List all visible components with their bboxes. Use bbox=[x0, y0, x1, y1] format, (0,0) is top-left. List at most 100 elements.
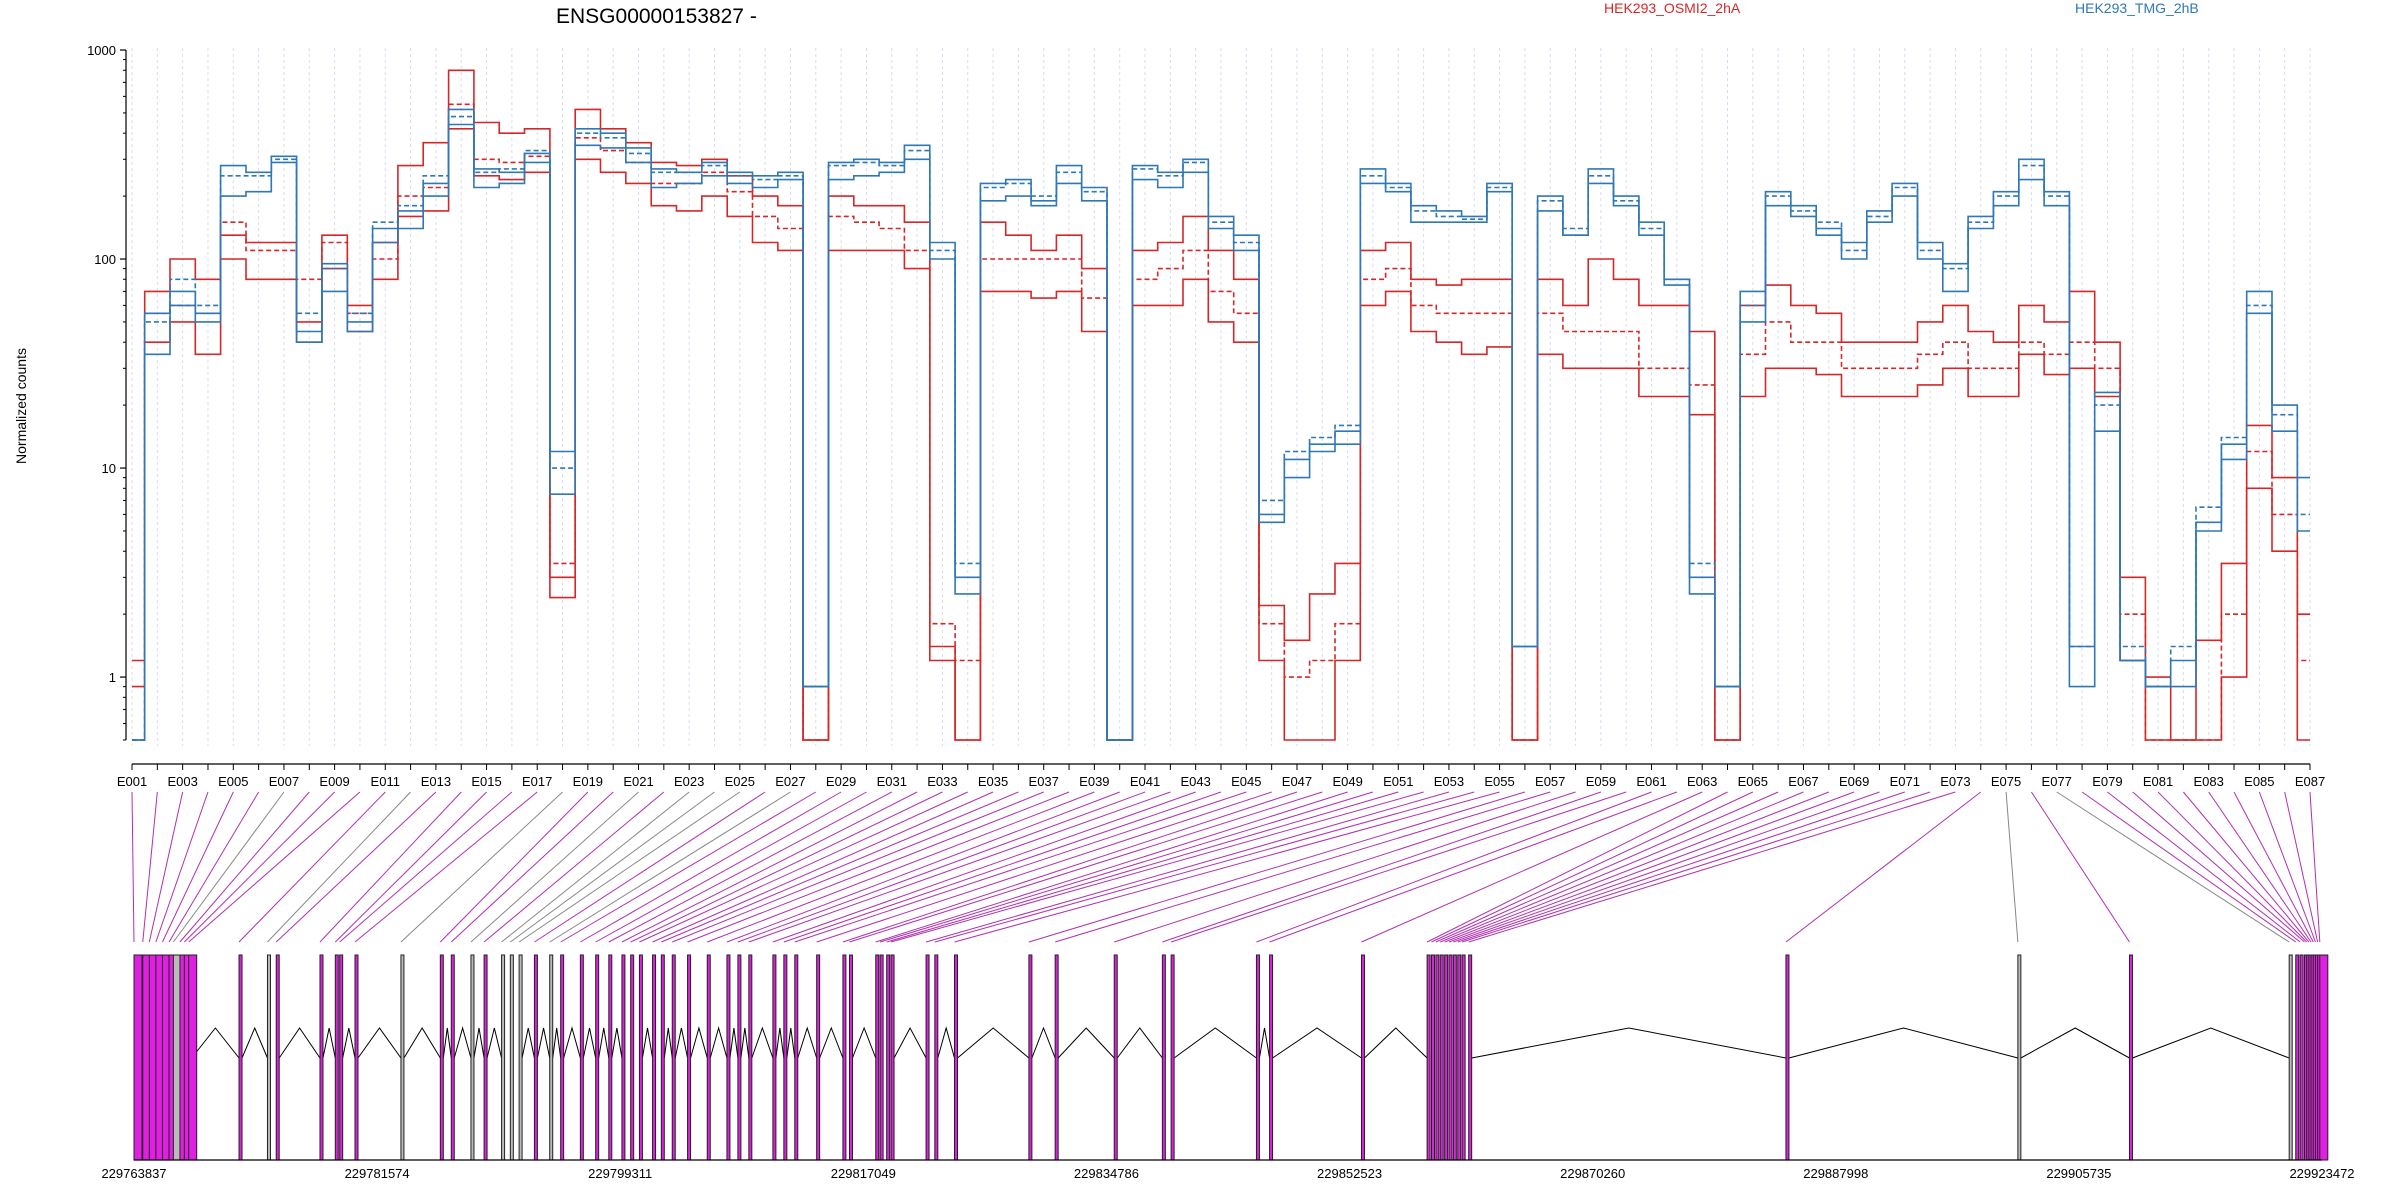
gene-model-layer: 229763837 229781574 229799311 229817049 2298… bbox=[101, 954, 2355, 1181]
intron-line bbox=[1272, 1027, 1362, 1059]
exon-box bbox=[595, 954, 600, 1161]
exon-connector-line bbox=[875, 791, 1348, 943]
exon-box bbox=[470, 954, 475, 1161]
intron-line bbox=[563, 1026, 581, 1059]
intron-line bbox=[1471, 1027, 1787, 1059]
intron-line bbox=[674, 1027, 689, 1059]
exon-connector-line bbox=[661, 791, 1019, 943]
exon-box bbox=[450, 954, 455, 1161]
exon-connector-line bbox=[1440, 791, 1804, 943]
intron-line bbox=[453, 1026, 472, 1059]
exon-connector-line bbox=[148, 791, 184, 943]
exon-connector-line bbox=[652, 791, 994, 943]
exon-connector-line bbox=[595, 791, 867, 943]
exon-tick-label: E063 bbox=[1687, 774, 1717, 789]
exon-tick-label: E021 bbox=[623, 774, 653, 789]
exon-box bbox=[925, 954, 930, 1161]
legend-entry-tmg: HEK293_TMG_2hB bbox=[2075, 0, 2199, 16]
exon-box bbox=[339, 954, 344, 1161]
axes-layer: 1 10 100 1000 E001 E003 E005 E007 E009 E011 E013 E0… bbox=[87, 43, 2325, 789]
exon-tick-label: E003 bbox=[167, 774, 197, 789]
intron-line bbox=[751, 1026, 774, 1059]
exon-box bbox=[483, 954, 488, 1161]
intron-line bbox=[852, 1026, 877, 1059]
exon-tick-label: E061 bbox=[1636, 774, 1666, 789]
exon-connector-line bbox=[1444, 791, 1829, 943]
exon-connector-line bbox=[275, 791, 437, 943]
exon-connector-line bbox=[354, 791, 538, 943]
intron-line bbox=[775, 1027, 785, 1059]
exon-box bbox=[1161, 954, 1166, 1161]
exon-box bbox=[737, 954, 742, 1161]
exon-box bbox=[1113, 954, 1118, 1161]
exon-connector-line bbox=[726, 791, 1120, 943]
exon-connector-line bbox=[2208, 791, 2312, 943]
exon-tick-label: E007 bbox=[269, 774, 299, 789]
exon-box bbox=[518, 954, 523, 1161]
intron-line bbox=[521, 1027, 535, 1059]
intron-line bbox=[709, 1026, 728, 1059]
exon-tick-label: E065 bbox=[1738, 774, 1768, 789]
exon-box bbox=[2128, 954, 2133, 1161]
exon-tick-label: E037 bbox=[1029, 774, 1059, 789]
exon-connector-line bbox=[534, 791, 766, 943]
exon-box bbox=[687, 954, 692, 1161]
exon-tick-label: E027 bbox=[775, 774, 805, 789]
intron-line bbox=[690, 1026, 708, 1059]
exon-box bbox=[266, 954, 271, 1161]
connector-layer bbox=[131, 791, 2321, 943]
exon-box bbox=[1269, 954, 1274, 1161]
exon-tick-label: E055 bbox=[1484, 774, 1514, 789]
exon-connector-line bbox=[2081, 791, 2297, 943]
exon-tick-label: E047 bbox=[1282, 774, 1312, 789]
exon-box bbox=[848, 954, 853, 1161]
exon-connector-line bbox=[934, 791, 1475, 943]
intron-line bbox=[357, 1027, 402, 1059]
exon-tick-label: E033 bbox=[927, 774, 957, 789]
exon-box bbox=[783, 954, 788, 1161]
exon-connector-line bbox=[2309, 791, 2321, 943]
intron-line bbox=[1258, 1027, 1271, 1059]
exon-connector-line bbox=[1461, 791, 1931, 943]
exon-tick-label: E039 bbox=[1079, 774, 1109, 789]
intron-line bbox=[473, 1027, 485, 1059]
exon-connector-line bbox=[1448, 791, 1855, 943]
exon-tick-label: E031 bbox=[877, 774, 907, 789]
genomic-axis-label: 229887998 bbox=[1803, 1166, 1868, 1181]
exon-box bbox=[1430, 954, 1435, 1161]
series-line-osmi-1 bbox=[132, 69, 2310, 741]
legend-entry-osmi: HEK293_OSMI2_2hA bbox=[1604, 0, 1741, 16]
exon-tick-label: E059 bbox=[1586, 774, 1616, 789]
exon-box bbox=[133, 954, 143, 1161]
exon-connector-line bbox=[1457, 791, 1905, 943]
exon-connector-line bbox=[501, 791, 690, 943]
exon-tick-label: E049 bbox=[1332, 774, 1362, 789]
exon-tick-label: E019 bbox=[573, 774, 603, 789]
exon-connector-line bbox=[886, 791, 1399, 943]
genomic-axis-label: 229870260 bbox=[1560, 1166, 1625, 1181]
intron-line bbox=[2020, 1027, 2130, 1059]
exon-box bbox=[652, 954, 657, 1161]
exon-connector-line bbox=[1114, 791, 1576, 943]
exon-connector-line bbox=[1055, 791, 1551, 943]
exon-connector-line bbox=[179, 791, 310, 943]
exon-connector-line bbox=[400, 791, 563, 943]
exon-tick-label: E017 bbox=[522, 774, 552, 789]
genomic-axis-label: 229763837 bbox=[101, 1166, 166, 1181]
exon-connector-line bbox=[339, 791, 513, 943]
y-tick-label: 100 bbox=[94, 252, 116, 267]
exon-connector-line bbox=[470, 791, 639, 943]
exon-box bbox=[748, 954, 753, 1161]
exon-connector-line bbox=[549, 791, 791, 943]
exon-connector-line bbox=[1028, 791, 1526, 943]
exon-tick-label: E077 bbox=[2042, 774, 2072, 789]
exon-box bbox=[890, 954, 895, 1161]
exon-box bbox=[794, 954, 799, 1161]
exon-tick-label: E051 bbox=[1383, 774, 1413, 789]
exon-connector-line bbox=[183, 791, 335, 943]
genomic-axis-label: 229799311 bbox=[588, 1166, 652, 1181]
exon-box bbox=[579, 954, 584, 1161]
exon-box bbox=[560, 954, 565, 1161]
exon-connector-line bbox=[483, 791, 665, 943]
